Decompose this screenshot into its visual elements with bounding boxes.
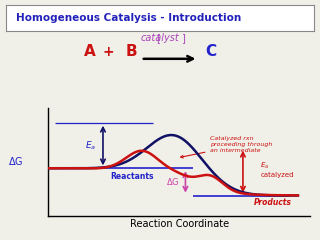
Text: B: B [125,44,137,59]
X-axis label: Reaction Coordinate: Reaction Coordinate [130,219,229,229]
Text: [: [ [156,33,160,43]
Text: catalyst: catalyst [140,33,180,43]
Text: $E_a$: $E_a$ [85,139,96,152]
Text: $E_a$
catalyzed: $E_a$ catalyzed [260,161,294,178]
Text: Reactants: Reactants [110,172,154,181]
Text: Products: Products [254,198,292,207]
Text: A: A [84,44,95,59]
Text: C: C [206,44,217,59]
Text: +: + [103,45,115,59]
Text: $\Delta$G: $\Delta$G [8,155,24,167]
Text: Homogeneous Catalysis - Introduction: Homogeneous Catalysis - Introduction [16,13,241,23]
Text: Catalyzed rxn
proceeding through
an intermediate: Catalyzed rxn proceeding through an inte… [180,136,273,158]
Text: ]: ] [181,33,185,43]
Text: $\Delta$G: $\Delta$G [166,176,180,187]
